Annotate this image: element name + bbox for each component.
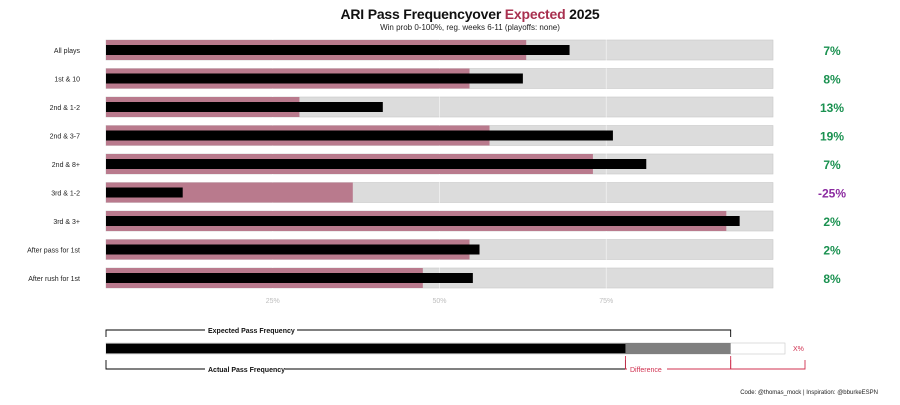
title-part1: Pass Frequency — [367, 6, 473, 22]
difference-label: 2% — [823, 244, 841, 258]
title-accent: Expected — [504, 6, 566, 22]
category-label: 2nd & 8+ — [52, 162, 80, 169]
legend-actual-bar — [106, 344, 626, 353]
difference-label: -25% — [818, 187, 846, 201]
actual-bar — [106, 73, 523, 84]
category-label: 2nd & 3-7 — [50, 134, 80, 141]
category-label: After pass for 1st — [27, 248, 80, 255]
category-label: 3rd & 1-2 — [51, 191, 80, 198]
category-label: 3rd & 3+ — [53, 219, 80, 226]
actual-bar — [106, 216, 740, 226]
actual-bar — [106, 273, 473, 283]
difference-label: 19% — [820, 130, 844, 144]
expected-bracket — [105, 329, 732, 337]
bracket-label-bg — [205, 325, 297, 335]
actual-bar — [106, 45, 570, 55]
actual-bracket — [105, 360, 626, 370]
difference-label: 2% — [823, 215, 841, 229]
title-part2: over — [472, 6, 502, 22]
pct-bracket — [730, 360, 806, 370]
pct-legend-label: X% — [793, 346, 804, 353]
category-label: All plays — [54, 48, 81, 55]
actual-bar — [106, 187, 183, 198]
x-tick-label: 75% — [599, 298, 613, 305]
x-tick-label: 50% — [432, 298, 446, 305]
category-label: 2nd & 1-2 — [50, 105, 80, 112]
difference-label: 8% — [823, 73, 841, 87]
actual-bar — [106, 102, 383, 112]
actual-bar — [106, 159, 647, 169]
chart-subtitle: Win prob 0-100%, reg. weeks 6-11 (playof… — [380, 23, 560, 32]
actual-bar — [106, 244, 480, 255]
credit-text: Code: @thomas_mock | Inspiration: @bburk… — [740, 390, 878, 396]
actual-bar — [106, 130, 613, 141]
chart-title: ARI Pass Frequencyover Expected 2025 — [0, 6, 900, 22]
difference-legend-label: Difference — [630, 367, 662, 374]
difference-label: 8% — [823, 272, 841, 286]
difference-label: 13% — [820, 101, 844, 115]
difference-label: 7% — [823, 158, 841, 172]
expected-legend-label: Expected Pass Frequency — [208, 328, 295, 335]
difference-label: 7% — [823, 44, 841, 58]
title-team: ARI — [340, 6, 364, 22]
title-year: 2025 — [569, 6, 600, 22]
bracket-label-bg — [627, 364, 667, 374]
category-label: 1st & 10 — [54, 77, 80, 84]
category-label: After rush for 1st — [28, 276, 80, 283]
actual-legend-label: Actual Pass Frequency — [208, 367, 285, 374]
bracket-label-bg — [205, 364, 285, 374]
x-tick-label: 25% — [266, 298, 280, 305]
